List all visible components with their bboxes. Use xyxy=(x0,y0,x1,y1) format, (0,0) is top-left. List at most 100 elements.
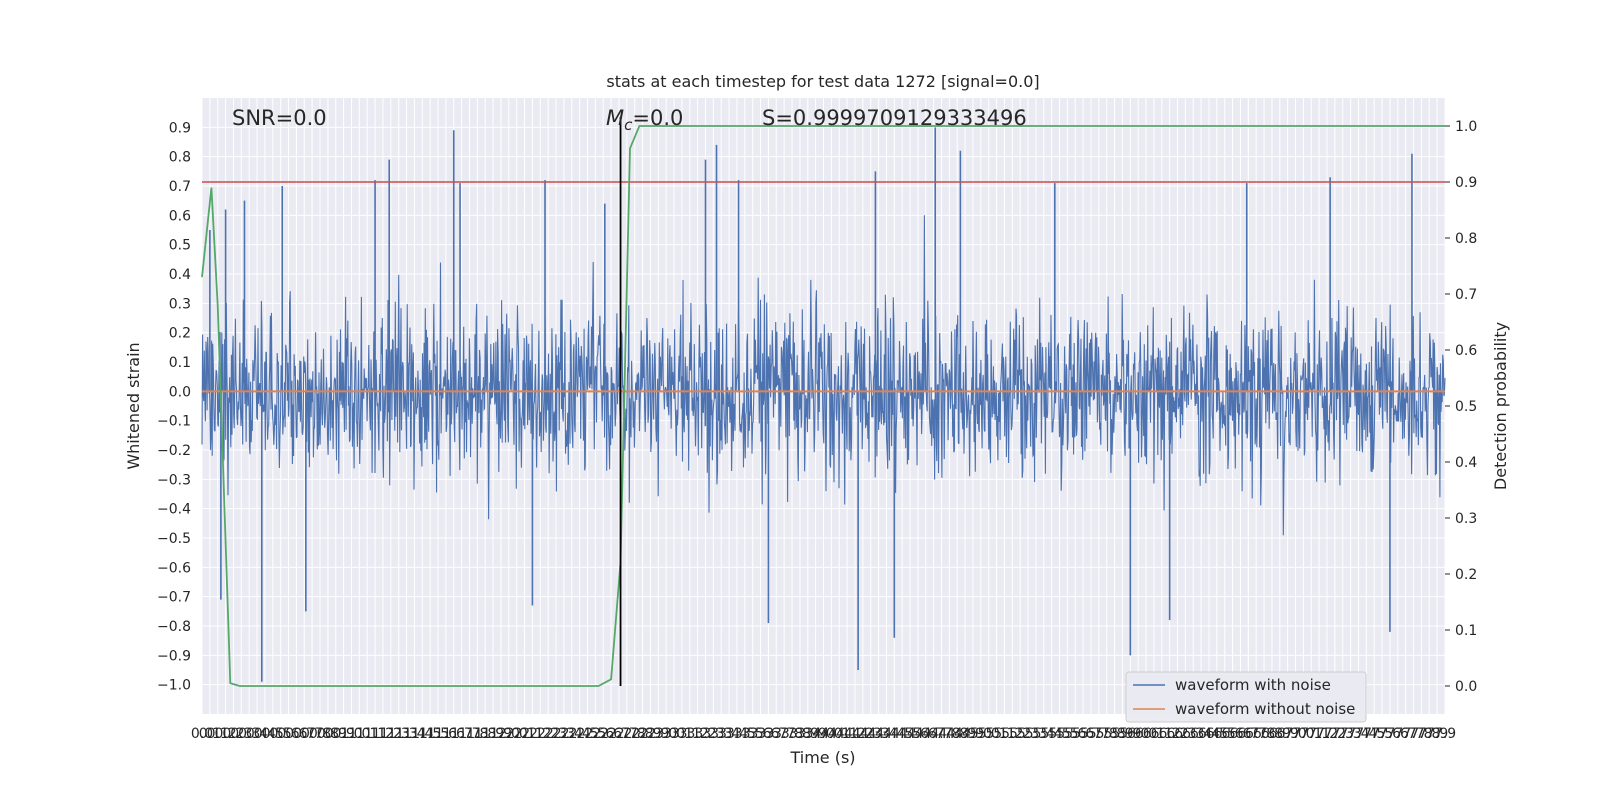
x-tick-label: 1.0 xyxy=(340,726,362,742)
x-axis-label: Time (s) xyxy=(789,748,855,767)
x-tick-label: 7.4 xyxy=(1347,726,1369,742)
y2-tick-label: 0.6 xyxy=(1455,343,1477,359)
x-tick-label: 1.2 xyxy=(372,726,394,742)
x-tick-label: 6.2 xyxy=(1159,726,1181,742)
y-tick-label: −0.6 xyxy=(157,560,191,576)
x-tick-label: 0.7 xyxy=(301,726,323,742)
x-tick-label: 4.1 xyxy=(828,726,850,742)
x-tick-label: 6.6 xyxy=(1229,726,1251,742)
x-tick-label: 0.6 xyxy=(285,726,307,742)
x-tick-label: 3.6 xyxy=(757,726,779,742)
x-tick-label: 2.6 xyxy=(592,726,614,742)
x-tick-label: 4.2 xyxy=(852,726,874,742)
x-tick-label: 3.2 xyxy=(686,726,708,742)
x-tick-label: 6.5 xyxy=(1206,726,1228,742)
x-tick-label: 3.7 xyxy=(773,726,795,742)
x-tick-label: 3.3 xyxy=(702,726,724,742)
x-tick-label: 1.7 xyxy=(458,726,480,742)
x-tick-label: 6.6 xyxy=(1221,726,1243,742)
x-tick-label: 6.2 xyxy=(1166,726,1188,742)
x-tick-label: 2.8 xyxy=(631,726,653,742)
x-tick-label: 7.2 xyxy=(1316,726,1338,742)
x-tick-label: 2.4 xyxy=(561,726,583,742)
x-tick-label: 0.1 xyxy=(207,726,229,742)
y-tick-label: 0.1 xyxy=(169,355,191,371)
x-tick-label: 1.5 xyxy=(427,726,449,742)
x-tick-label: 6.3 xyxy=(1174,726,1196,742)
x-tick-label: 7.6 xyxy=(1387,726,1409,742)
y-tick-label: 0.8 xyxy=(169,150,191,166)
x-tick-label: 2.3 xyxy=(545,726,567,742)
x-tick-label: 1.0 xyxy=(348,726,370,742)
x-tick-label: 7.3 xyxy=(1339,726,1361,742)
x-tick-label: 6.7 xyxy=(1237,726,1259,742)
y2-tick-label: 0.3 xyxy=(1455,511,1477,527)
x-tick-label: 2.3 xyxy=(553,726,575,742)
x-tick-label: 7.8 xyxy=(1418,726,1440,742)
x-tick-label: 3.4 xyxy=(718,726,740,742)
y-tick-label: −0.3 xyxy=(157,472,191,488)
x-tick-label: 2.5 xyxy=(584,726,606,742)
x-tick-label: 4.7 xyxy=(923,726,945,742)
x-tick-label: 6.1 xyxy=(1143,726,1165,742)
x-tick-label: 2.7 xyxy=(616,726,638,742)
x-tick-label: 4.4 xyxy=(875,726,897,742)
x-tick-label: 5.5 xyxy=(1048,726,1070,742)
y-tick-label: −0.5 xyxy=(157,531,191,547)
y-tick-label: 0.7 xyxy=(169,179,191,195)
x-tick-label: 6.5 xyxy=(1214,726,1236,742)
x-tick-label: 4.6 xyxy=(907,726,929,742)
x-tick-label: 5.7 xyxy=(1080,726,1102,742)
x-tick-label: 0.0 xyxy=(191,726,213,742)
x-tick-label: 5.3 xyxy=(1017,726,1039,742)
x-tick-label: 5.6 xyxy=(1072,726,1094,742)
x-tick-label: 2.0 xyxy=(506,726,528,742)
x-tick-label: 3.9 xyxy=(805,726,827,742)
y-tick-label: 0.4 xyxy=(169,267,191,283)
x-tick-label: 4.3 xyxy=(867,726,889,742)
x-tick-label: 4.9 xyxy=(954,726,976,742)
snr-annotation: SNR=0.0 xyxy=(232,106,327,130)
y-tick-label: −0.1 xyxy=(157,414,191,430)
x-tick-label: 5.4 xyxy=(1033,726,1055,742)
x-tick-label: 3.9 xyxy=(797,726,819,742)
x-tick-label: 6.8 xyxy=(1253,726,1275,742)
x-tick-label: 5.2 xyxy=(1009,726,1031,742)
x-tick-label: 1.7 xyxy=(450,726,472,742)
x-tick-label: 0.7 xyxy=(293,726,315,742)
x-tick-label: 6.4 xyxy=(1190,726,1212,742)
x-tick-label: 4.9 xyxy=(962,726,984,742)
x-tick-label: 7.5 xyxy=(1363,726,1385,742)
y-tick-label: −1.0 xyxy=(157,678,191,694)
x-tick-label: 0.4 xyxy=(254,726,276,742)
x-tick-label: 1.9 xyxy=(490,726,512,742)
x-tick-label: 3.8 xyxy=(781,726,803,742)
x-tick-label: 5.4 xyxy=(1041,726,1063,742)
legend-label-noise: waveform with noise xyxy=(1175,676,1331,694)
x-tick-label: 1.8 xyxy=(466,726,488,742)
x-tick-label: 1.8 xyxy=(474,726,496,742)
x-tick-label: 1.1 xyxy=(364,726,386,742)
x-tick-label: 3.0 xyxy=(663,726,685,742)
ticks: 0.00.10.10.20.20.30.30.40.40.50.50.60.60… xyxy=(157,119,1477,742)
y-tick-label: 0.9 xyxy=(169,120,191,136)
x-tick-label: 2.1 xyxy=(521,726,543,742)
mc-value: =0.0 xyxy=(632,106,683,130)
x-tick-label: 7.1 xyxy=(1300,726,1322,742)
x-tick-label: 6.3 xyxy=(1182,726,1204,742)
x-tick-label: 0.6 xyxy=(277,726,299,742)
x-tick-label: 0.9 xyxy=(325,726,347,742)
legend-label-clean: waveform without noise xyxy=(1175,700,1355,718)
x-tick-label: 3.2 xyxy=(694,726,716,742)
x-tick-label: 0.3 xyxy=(230,726,252,742)
x-tick-label: 1.9 xyxy=(482,726,504,742)
y2-tick-label: 0.5 xyxy=(1455,399,1477,415)
x-tick-label: 1.4 xyxy=(411,726,433,742)
y2-tick-label: 0.1 xyxy=(1455,623,1477,639)
x-tick-label: 6.9 xyxy=(1269,726,1291,742)
x-tick-label: 0.8 xyxy=(309,726,331,742)
x-tick-label: 7.9 xyxy=(1434,726,1456,742)
x-tick-label: 4.1 xyxy=(836,726,858,742)
x-tick-label: 0.8 xyxy=(317,726,339,742)
